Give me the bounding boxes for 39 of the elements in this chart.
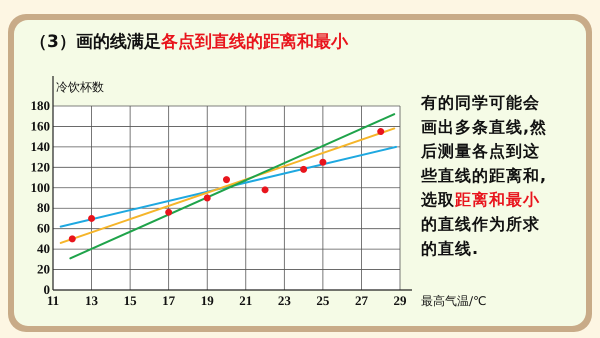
text: 的直线. <box>421 238 480 258</box>
x-tick-label: 19 <box>200 293 214 308</box>
y-tick-label: 80 <box>37 200 50 216</box>
text: 些直线的距离和, <box>420 166 548 185</box>
x-tick-label: 21 <box>239 293 252 308</box>
text: 画出多条直线,然 <box>421 117 548 136</box>
x-tick-label: 23 <box>278 293 292 308</box>
chart-subtitle: 各点到直线的距离和最小 <box>160 32 349 52</box>
point <box>377 128 384 136</box>
point <box>88 214 96 222</box>
y-tick-label: 40 <box>37 241 50 256</box>
x-tick-label: 27 <box>354 293 368 308</box>
text: 距离和最小 <box>454 190 540 210</box>
y-tick-label: 20 <box>37 262 50 277</box>
y-tick-label: 140 <box>30 138 50 154</box>
point <box>204 194 211 202</box>
text: 有的同学可能会 <box>420 93 540 112</box>
point <box>262 186 269 194</box>
y-tick-label: 120 <box>30 159 50 174</box>
text: 的直线作为所求 <box>421 214 540 234</box>
text: 选取 <box>420 190 455 210</box>
y-tick-label: 160 <box>30 118 50 134</box>
y-axis-title: 冷饮杯数 <box>56 80 104 94</box>
x-axis-title: 最高气温/℃ <box>421 294 487 308</box>
text: 后测量各点到这 <box>420 142 540 161</box>
point <box>223 176 230 184</box>
point <box>68 235 76 242</box>
x-tick-label: 17 <box>162 293 176 308</box>
point <box>319 158 326 166</box>
x-tick-label: 25 <box>316 293 330 308</box>
y-tick-label: 100 <box>30 180 50 195</box>
y-tick-label: 180 <box>30 98 50 113</box>
x-tick-label: 13 <box>85 293 99 308</box>
point <box>300 166 308 173</box>
point <box>165 208 172 216</box>
chart-title: （3）画的线满足 <box>30 32 161 52</box>
x-tick-label: 29 <box>394 293 407 308</box>
y-tick-label: 60 <box>37 220 50 236</box>
x-tick-label: 15 <box>124 293 138 308</box>
